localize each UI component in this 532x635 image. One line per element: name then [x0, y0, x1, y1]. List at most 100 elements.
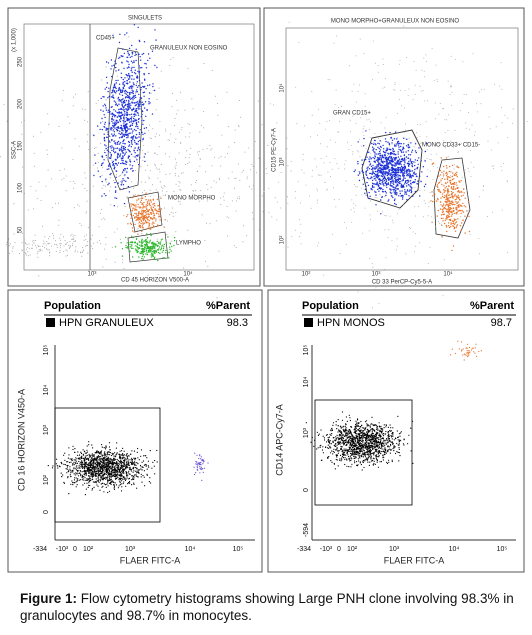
- event-dot: [445, 204, 447, 206]
- event-dot: [149, 233, 152, 235]
- event-dot: [442, 213, 444, 216]
- event-dot: [394, 165, 396, 167]
- event-dot: [456, 184, 458, 186]
- event-dot: [140, 59, 142, 61]
- event-dot: [459, 200, 461, 202]
- event-dot: [113, 487, 115, 489]
- event-dot: [450, 201, 452, 203]
- event-dot: [384, 181, 386, 184]
- event-dot: [99, 489, 101, 491]
- event-dot: [400, 167, 402, 169]
- event-dot: [144, 195, 147, 198]
- event-dot: [103, 217, 105, 219]
- event-dot: [82, 247, 84, 248]
- event-dot: [287, 246, 289, 248]
- event-dot: [125, 160, 127, 163]
- event-dot: [134, 467, 136, 469]
- event-dot: [93, 475, 95, 477]
- event-dot: [376, 165, 378, 168]
- event-dot: [149, 450, 151, 452]
- event-dot: [431, 195, 434, 197]
- event-dot: [364, 207, 366, 209]
- event-dot: [106, 467, 108, 470]
- event-dot: [350, 144, 352, 146]
- event-dot: [391, 142, 393, 144]
- event-dot: [397, 137, 399, 138]
- event-dot: [447, 211, 449, 213]
- y-tick-label: 200: [18, 98, 24, 109]
- event-dot: [131, 92, 133, 94]
- event-dot: [72, 239, 74, 240]
- event-dot: [149, 170, 151, 172]
- event-dot: [442, 209, 444, 211]
- event-dot: [155, 250, 158, 252]
- event-dot: [41, 249, 43, 251]
- event-dot: [113, 147, 115, 150]
- event-dot: [385, 184, 388, 186]
- event-dot: [8, 238, 10, 240]
- event-dot: [129, 106, 131, 109]
- event-dot: [165, 130, 167, 132]
- event-dot: [267, 145, 269, 147]
- event-dot: [84, 465, 86, 467]
- event-dot: [104, 116, 106, 119]
- event-dot: [139, 108, 141, 110]
- event-dot: [169, 248, 171, 250]
- event-dot: [88, 444, 90, 446]
- event-dot: [89, 484, 91, 487]
- event-dot: [371, 184, 374, 187]
- event-dot: [101, 209, 103, 210]
- event-dot: [395, 178, 397, 180]
- y-tick-label: 10⁴: [279, 83, 286, 93]
- event-dot: [446, 201, 448, 203]
- event-dot: [435, 182, 437, 184]
- event-dot: [415, 168, 417, 170]
- event-dot: [151, 242, 153, 244]
- event-dot: [116, 142, 119, 144]
- event-dot: [450, 223, 452, 225]
- event-dot: [124, 120, 127, 123]
- event-dot: [96, 450, 98, 452]
- event-dot: [102, 110, 104, 112]
- event-dot: [102, 105, 104, 107]
- event-dot: [122, 169, 125, 171]
- event-dot: [122, 162, 125, 165]
- event-dot: [415, 175, 418, 177]
- event-dot: [377, 188, 379, 191]
- event-dot: [123, 135, 126, 138]
- event-dot: [394, 181, 396, 183]
- event-dot: [116, 228, 118, 230]
- event-dot: [411, 181, 414, 184]
- event-dot: [123, 117, 125, 119]
- event-dot: [148, 248, 151, 250]
- event-dot: [70, 472, 72, 474]
- event-dot: [69, 468, 71, 470]
- event-dot: [84, 109, 86, 110]
- event-dot: [405, 185, 408, 187]
- event-dot: [112, 146, 114, 149]
- event-dot: [397, 176, 399, 178]
- event-dot: [90, 465, 92, 467]
- event-dot: [122, 78, 125, 81]
- event-dot: [141, 202, 143, 203]
- event-dot: [157, 177, 159, 179]
- x-tick-label: 10²: [302, 272, 311, 278]
- event-dot: [410, 175, 413, 177]
- event-dot: [449, 194, 451, 196]
- event-dot: [124, 206, 126, 208]
- event-dot: [112, 464, 114, 466]
- event-dot: [326, 146, 328, 148]
- event-dot: [150, 234, 152, 237]
- event-dot: [116, 164, 118, 166]
- event-dot: [132, 478, 134, 480]
- event-dot: [136, 155, 139, 157]
- event-dot: [164, 207, 166, 209]
- event-dot: [130, 137, 132, 139]
- event-dot: [148, 226, 150, 228]
- event-dot: [416, 183, 418, 185]
- event-dot: [420, 179, 422, 181]
- event-dot: [92, 248, 94, 250]
- event-dot: [127, 136, 129, 138]
- event-dot: [85, 474, 87, 476]
- event-dot: [157, 249, 159, 251]
